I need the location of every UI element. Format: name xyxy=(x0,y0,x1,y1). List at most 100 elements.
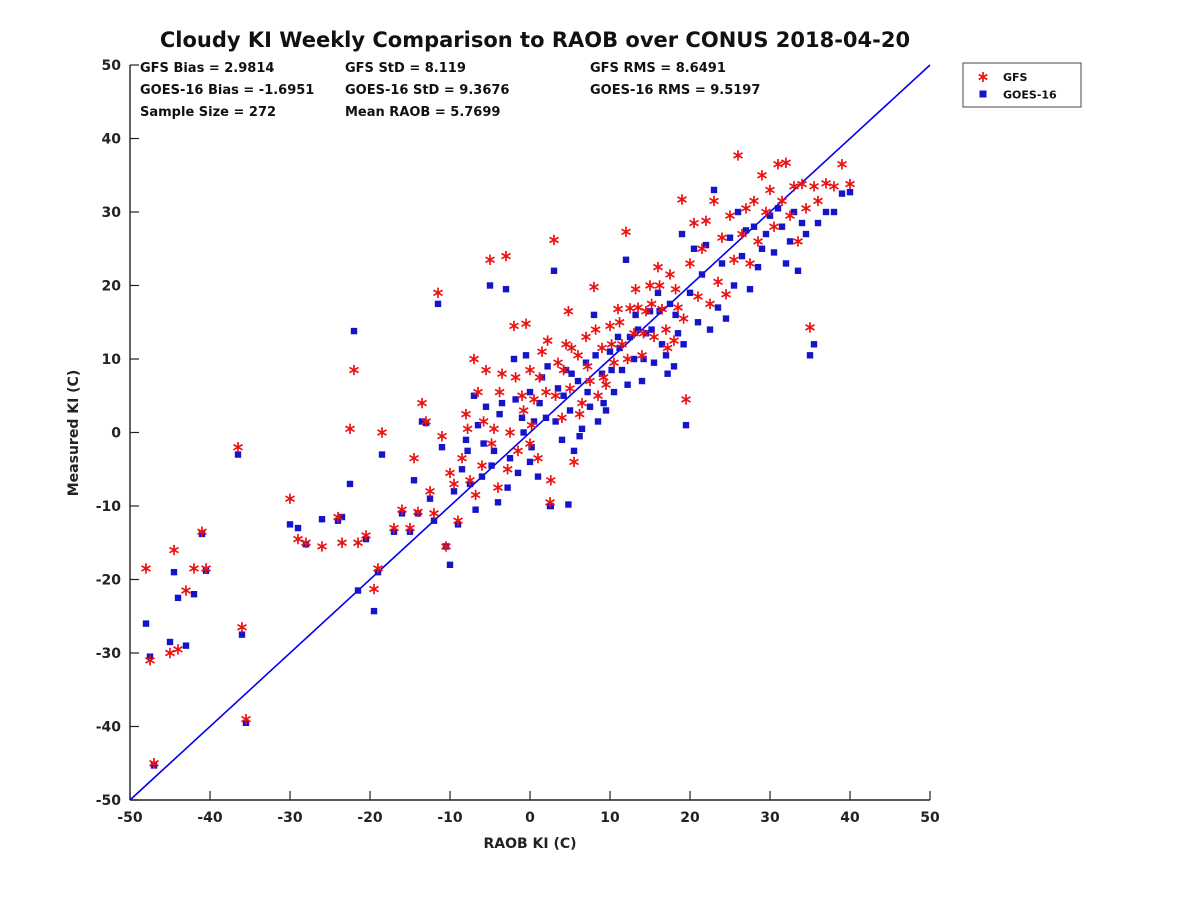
goes16-marker xyxy=(702,241,710,249)
legend-goes-label: GOES-16 xyxy=(1003,89,1057,102)
y-tick-label: 10 xyxy=(102,352,122,368)
y-tick-label: -50 xyxy=(96,793,122,809)
gfs-marker xyxy=(469,353,479,365)
legend-box xyxy=(962,62,1082,108)
gfs-marker xyxy=(534,372,545,383)
gfs-marker xyxy=(785,210,795,221)
goes16-marker xyxy=(594,418,602,425)
gfs-marker xyxy=(545,497,555,508)
gfs-marker xyxy=(542,335,553,346)
gfs-marker xyxy=(677,194,687,205)
plot-content xyxy=(129,64,931,801)
goes16-marker xyxy=(534,473,542,480)
goes16-marker xyxy=(558,436,566,444)
gfs-marker xyxy=(361,530,371,541)
stat-sample-size: Sample Size = 272 xyxy=(140,105,276,120)
chart-title: Cloudy KI Weekly Comparison to RAOB over… xyxy=(160,28,910,52)
gfs-marker xyxy=(441,541,451,552)
gfs-marker xyxy=(669,335,679,346)
gfs-marker xyxy=(553,357,563,368)
gfs-marker xyxy=(429,508,439,519)
gfs-marker xyxy=(489,423,499,435)
goes16-marker xyxy=(698,271,706,278)
x-tick-label: 50 xyxy=(920,810,940,826)
gfs-marker xyxy=(425,486,435,497)
goes16-marker xyxy=(536,399,543,407)
gfs-marker xyxy=(745,258,755,269)
gfs-marker xyxy=(241,713,251,725)
goes16-marker xyxy=(654,289,662,297)
legend-gfs-asterisk-icon xyxy=(978,72,988,82)
goes16-marker xyxy=(338,513,346,521)
goes16-marker xyxy=(518,414,526,421)
gfs-marker xyxy=(510,372,521,383)
goes16-marker xyxy=(682,421,690,429)
gfs-marker xyxy=(593,390,603,401)
x-tick-label: 10 xyxy=(600,810,620,826)
gfs-marker xyxy=(621,226,631,238)
gfs-marker xyxy=(582,361,593,372)
gfs-marker xyxy=(505,427,515,438)
gfs-marker xyxy=(821,178,831,189)
goes16-marker xyxy=(560,392,567,399)
goes16-marker xyxy=(674,330,682,337)
gfs-marker xyxy=(470,489,481,501)
gfs-marker xyxy=(462,423,473,435)
goes16-marker xyxy=(666,300,674,308)
gfs-marker xyxy=(353,537,363,548)
gfs-marker xyxy=(765,184,775,196)
goes16-marker xyxy=(608,366,615,374)
gfs-marker xyxy=(845,178,855,190)
goes16-marker xyxy=(565,501,572,508)
goes16-marker xyxy=(458,466,466,473)
gfs-marker xyxy=(625,303,635,314)
gfs-marker xyxy=(558,364,569,376)
goes16-marker xyxy=(626,333,634,341)
gfs-marker xyxy=(473,386,483,398)
goes16-marker xyxy=(670,363,678,370)
goes16-marker xyxy=(714,304,722,311)
gfs-marker xyxy=(563,306,574,317)
goes16-marker xyxy=(658,341,666,348)
gfs-marker xyxy=(657,303,667,315)
gfs-marker xyxy=(653,261,663,273)
gfs-marker xyxy=(805,322,815,333)
x-tick-label: 0 xyxy=(525,810,535,826)
goes16-marker xyxy=(480,440,487,447)
gfs-marker xyxy=(585,375,595,387)
goes16-marker xyxy=(514,469,522,477)
goes16-marker xyxy=(526,388,534,396)
goes16-marker xyxy=(640,355,647,363)
goes16-marker xyxy=(318,516,326,523)
gfs-marker xyxy=(741,203,751,214)
gfs-marker xyxy=(709,195,719,207)
goes16-marker xyxy=(722,315,730,322)
gfs-marker xyxy=(481,364,491,376)
gfs-marker xyxy=(629,328,639,339)
gfs-marker xyxy=(181,585,191,596)
gfs-marker xyxy=(597,342,607,354)
y-tick-label: 50 xyxy=(102,58,122,74)
gfs-marker xyxy=(445,467,455,479)
x-tick-label: -20 xyxy=(357,810,383,826)
gfs-marker xyxy=(525,364,535,376)
gfs-marker xyxy=(301,537,311,548)
gfs-marker xyxy=(617,339,627,350)
gfs-marker xyxy=(237,622,247,633)
gfs-marker xyxy=(333,511,343,523)
goes16-marker xyxy=(806,352,814,359)
goes16-marker xyxy=(544,363,551,370)
gfs-marker xyxy=(606,339,617,350)
gfs-marker xyxy=(665,269,675,280)
gfs-marker xyxy=(721,289,731,300)
goes16-marker xyxy=(542,414,550,421)
goes16-marker xyxy=(624,381,631,388)
goes16-marker xyxy=(552,418,559,425)
goes16-marker xyxy=(504,484,511,491)
goes16-marker xyxy=(170,568,178,576)
gfs-marker xyxy=(533,453,543,464)
gfs-marker xyxy=(614,317,625,328)
goes16-marker xyxy=(576,432,583,440)
gfs-marker xyxy=(509,320,519,332)
